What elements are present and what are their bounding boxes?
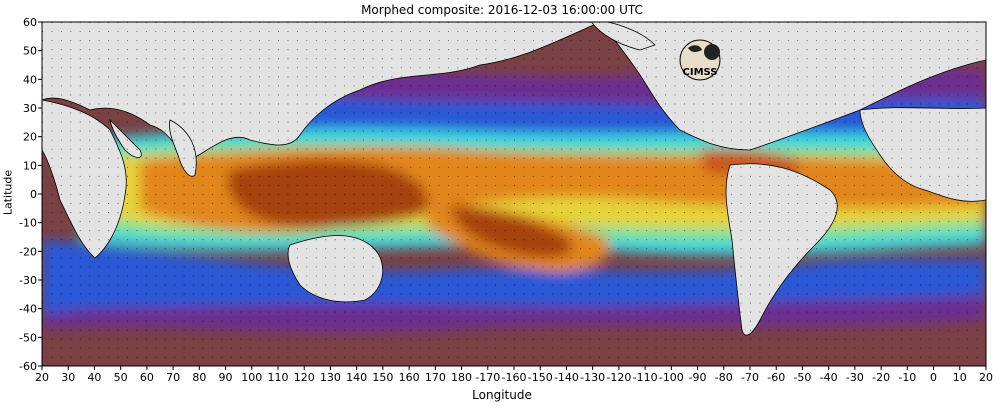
lon-tick-label: -140 [554, 371, 579, 384]
latitude-ticks: 60 50 40 30 20 10 0 -10 -20 -30 -40 -50 -60 [19, 16, 42, 373]
lon-tick-label: -110 [633, 371, 658, 384]
lon-tick-label: -90 [689, 371, 707, 384]
lon-tick-label: -50 [793, 371, 811, 384]
lon-tick-label: 0 [930, 371, 937, 384]
lon-tick-label: -20 [872, 371, 890, 384]
lat-tick-label: 30 [23, 102, 37, 115]
lon-tick-label: -100 [659, 371, 684, 384]
lon-tick-label: -120 [606, 371, 631, 384]
map-title: Morphed composite: 2016-12-03 16:00:00 U… [361, 3, 643, 17]
lon-tick-label: 60 [140, 371, 154, 384]
cimss-logo: CIMSS [679, 39, 721, 81]
lat-tick-label: 60 [23, 16, 37, 29]
lon-tick-label: -40 [820, 371, 838, 384]
lat-tick-label: 10 [23, 159, 37, 172]
lat-tick-label: -30 [19, 274, 37, 287]
lat-tick-label: -40 [19, 303, 37, 316]
lat-tick-label: 20 [23, 131, 37, 144]
lon-tick-label: -150 [528, 371, 553, 384]
longitude-ticks: 20 30 40 50 60 70 80 90 100 110 120 130 140 150 160 170… [35, 366, 993, 384]
lon-tick-label: -30 [846, 371, 864, 384]
lat-tick-label: -20 [19, 245, 37, 258]
lat-tick-label: -10 [19, 217, 37, 230]
lon-tick-label: 40 [87, 371, 101, 384]
lon-tick-label: 120 [294, 371, 315, 384]
lon-tick-label: 80 [192, 371, 206, 384]
lon-tick-label: -130 [580, 371, 605, 384]
lon-tick-label: 90 [219, 371, 233, 384]
x-axis-label: Longitude [472, 388, 532, 402]
lon-tick-label: 20 [35, 371, 49, 384]
lat-tick-label: 40 [23, 73, 37, 86]
lon-tick-label: 10 [953, 371, 967, 384]
lon-tick-label: 180 [451, 371, 472, 384]
lon-tick-label: -160 [502, 371, 527, 384]
logo-text: CIMSS [683, 67, 718, 78]
lon-tick-label: -80 [715, 371, 733, 384]
graticule-dots [42, 22, 986, 366]
lon-tick-label: 160 [399, 371, 420, 384]
lon-tick-label: 100 [241, 371, 262, 384]
lon-tick-label: 110 [268, 371, 289, 384]
lon-tick-label: -60 [767, 371, 785, 384]
lon-tick-label: 170 [425, 371, 446, 384]
lon-tick-label: 20 [979, 371, 993, 384]
lon-tick-label: 50 [114, 371, 128, 384]
lon-tick-label: 30 [61, 371, 75, 384]
lon-tick-label: 130 [320, 371, 341, 384]
lon-tick-label: -10 [898, 371, 916, 384]
lon-tick-label: -70 [741, 371, 759, 384]
lat-tick-label: 50 [23, 45, 37, 58]
lon-tick-label: 140 [346, 371, 367, 384]
lon-tick-label: -170 [475, 371, 500, 384]
lat-tick-label: -60 [19, 360, 37, 373]
map-plot-area [42, 22, 986, 366]
lon-tick-label: 70 [166, 371, 180, 384]
lat-tick-label: -50 [19, 331, 37, 344]
lon-tick-label: 150 [372, 371, 393, 384]
lat-tick-label: 0 [30, 188, 37, 201]
